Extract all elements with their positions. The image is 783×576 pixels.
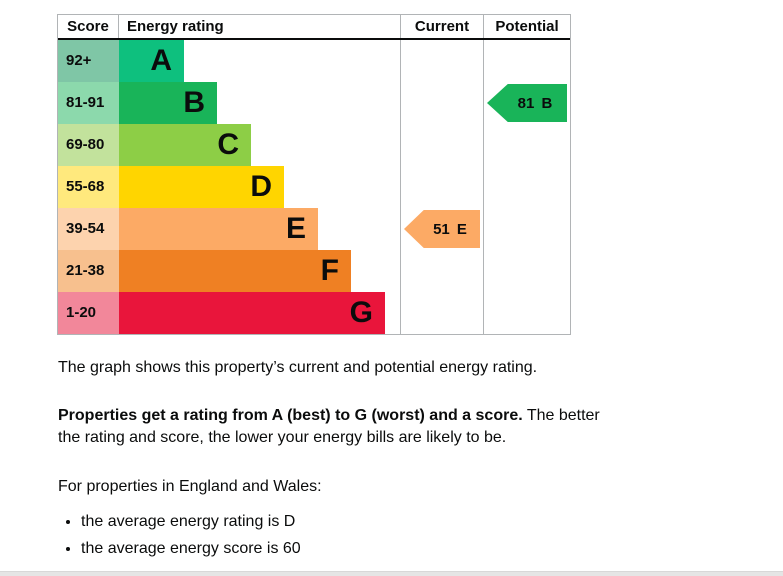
band-bar-c: C [119,124,251,166]
column-header-potential: Potential [483,15,570,38]
rating-explanation-rest: The better the rating and score, the low… [58,407,600,446]
potential-column-cell: 81 B [483,82,570,124]
potential-column-cell [483,250,570,292]
band-bar-cell: A [119,40,400,82]
band-bar-cell: C [119,124,400,166]
band-bar-cell: E [119,208,400,250]
band-bar-f: F [119,250,351,292]
epc-band-row-g: 1-20 G [58,292,570,334]
epc-chart-header: Score Energy rating Current Potential [58,15,570,40]
average-score-item: the average energy score is 60 [81,538,606,560]
epc-band-row-b: 81-91 B 81 B [58,82,570,124]
band-bar-cell: B [119,82,400,124]
band-score-range: 69-80 [58,124,119,166]
band-score-range: 1-20 [58,292,119,334]
band-score-range: 92+ [58,40,119,82]
rating-explanation-bold: Properties get a rating from A (best) to… [58,407,523,424]
epc-band-row-d: 55-68 D [58,166,570,208]
band-bar-cell: G [119,292,400,334]
intro-text: The graph shows this property’s current … [58,359,538,376]
averages-list: the average energy rating is D the avera… [58,511,606,560]
average-rating-item: the average energy rating is D [81,511,606,533]
current-column-cell [400,40,483,82]
potential-rating-arrow: 81 B [487,84,567,122]
band-bar-b: B [119,82,217,124]
current-column-cell [400,124,483,166]
epc-rating-chart: Score Energy rating Current Potential 92… [57,14,571,335]
epc-band-row-f: 21-38 F [58,250,570,292]
band-bar-e: E [119,208,318,250]
current-column-cell [400,166,483,208]
column-header-score: Score [58,15,119,38]
potential-column-cell [483,208,570,250]
epc-band-rows: 92+ A 81-91 B 81 B 69-80 C 55-68 D 39-54 E 51 E 21-3… [58,40,570,334]
band-bar-g: G [119,292,385,334]
epc-description: The graph shows this property’s current … [58,357,606,565]
epc-band-row-a: 92+ A [58,40,570,82]
current-column-cell [400,250,483,292]
band-score-range: 81-91 [58,82,119,124]
regions-intro: For properties in England and Wales: [58,478,322,495]
current-column-cell: 51 E [400,208,483,250]
potential-column-cell [483,40,570,82]
band-score-range: 39-54 [58,208,119,250]
potential-column-cell [483,292,570,334]
band-score-range: 21-38 [58,250,119,292]
epc-band-row-e: 39-54 E 51 E [58,208,570,250]
potential-column-cell [483,124,570,166]
column-header-current: Current [400,15,483,38]
band-bar-cell: F [119,250,400,292]
rating-explanation: Properties get a rating from A (best) to… [58,405,606,449]
band-score-range: 55-68 [58,166,119,208]
potential-column-cell [483,166,570,208]
band-bar-cell: D [119,166,400,208]
band-bar-a: A [119,40,184,82]
current-column-cell [400,292,483,334]
band-bar-d: D [119,166,284,208]
current-column-cell [400,82,483,124]
footer-divider-bar [0,571,783,576]
current-rating-arrow: 51 E [404,210,480,248]
epc-band-row-c: 69-80 C [58,124,570,166]
column-header-energy-rating: Energy rating [127,18,224,35]
